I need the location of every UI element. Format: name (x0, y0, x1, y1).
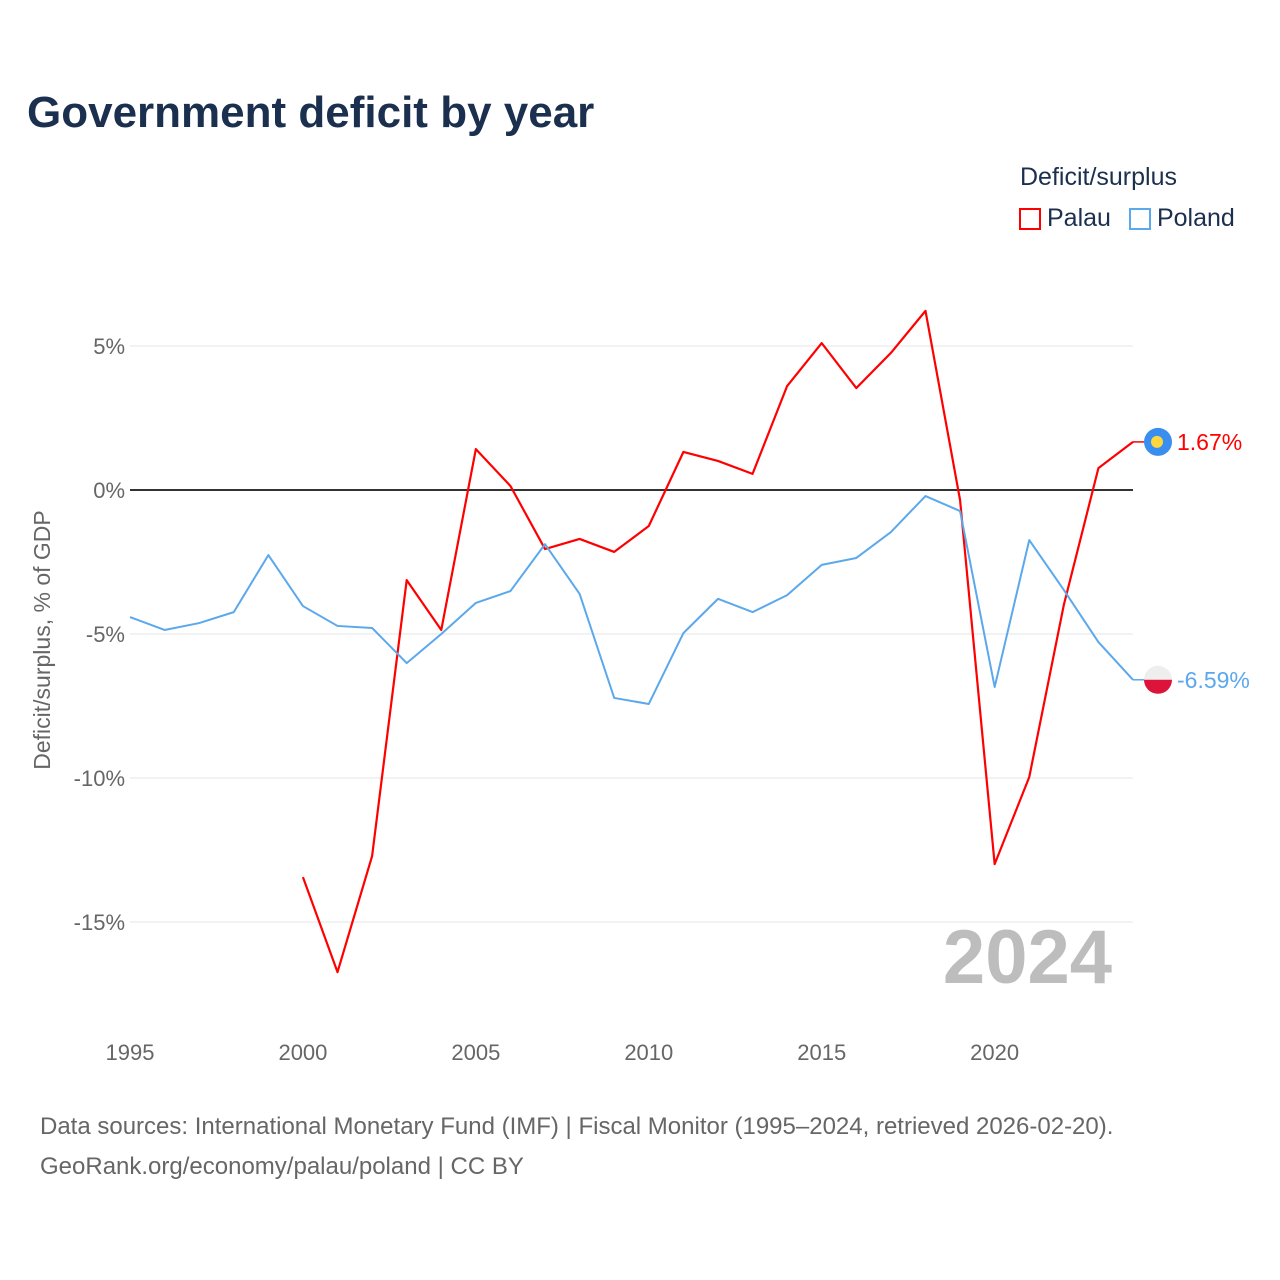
x-tick-label: 2000 (278, 1040, 327, 1065)
x-tick-label: 2005 (451, 1040, 500, 1065)
sources: Data sources: International Monetary Fun… (40, 1107, 1113, 1187)
sources-line-2[interactable]: GeoRank.org/economy/palau/poland | CC BY (40, 1153, 524, 1180)
legend-label: Palau (1047, 204, 1111, 232)
chart-title: Government deficit by year (27, 88, 595, 137)
legend-item-palau[interactable]: Palau (1019, 204, 1111, 233)
y-tick-label: -5% (86, 622, 125, 647)
y-tick-label: 5% (93, 334, 125, 359)
legend-swatch-palau (1019, 207, 1041, 230)
legend: Palau Poland (1019, 204, 1235, 233)
y-tick-label: 0% (93, 478, 125, 503)
x-tick-label: 2020 (970, 1040, 1019, 1065)
y-tick-label: -15% (74, 910, 125, 935)
end-value-label: -6.59% (1177, 667, 1250, 693)
palau-flag-moon-icon (1151, 435, 1163, 448)
legend-title: Deficit/surplus (1020, 163, 1177, 191)
poland-flag-red-icon (1144, 679, 1172, 694)
end-value-label: 1.67% (1177, 429, 1242, 455)
series-line-poland (129, 495, 1134, 705)
x-tick-label: 2010 (624, 1040, 673, 1065)
legend-item-poland[interactable]: Poland (1128, 204, 1235, 233)
x-tick-label: 2015 (797, 1040, 846, 1065)
sources-line-1: Data sources: International Monetary Fun… (40, 1113, 1114, 1140)
y-axis-label: Deficit/surplus, % of GDP (29, 510, 55, 769)
legend-label: Poland (1156, 204, 1235, 232)
legend-swatch-poland (1128, 207, 1151, 230)
poland-flag-icon (1144, 665, 1172, 680)
y-tick-label: -10% (74, 766, 125, 791)
year-watermark: 2024 (943, 915, 1112, 1000)
series-line-palau (301, 309, 1134, 974)
x-tick-label: 1995 (106, 1040, 155, 1065)
